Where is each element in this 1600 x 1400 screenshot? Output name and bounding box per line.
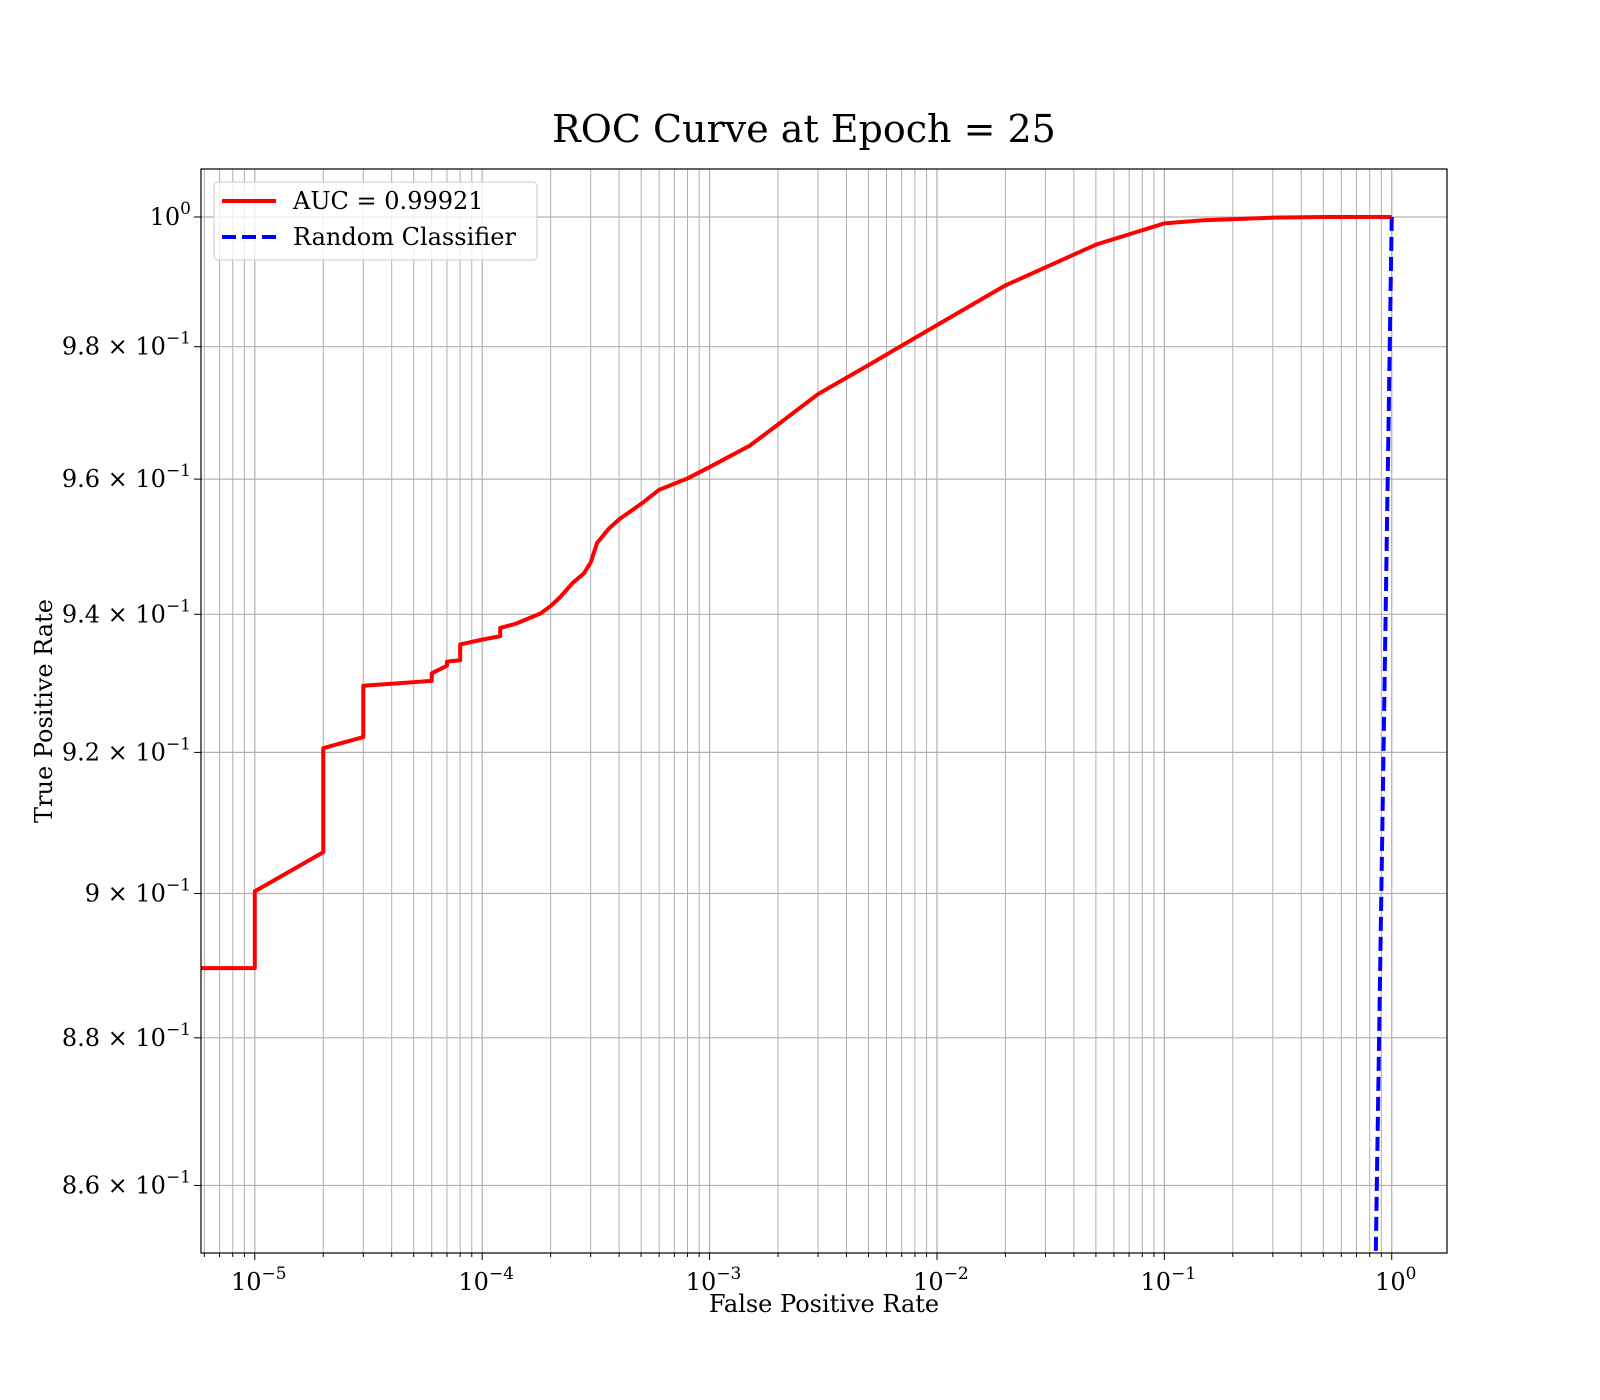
x-tick-label: 10−2 [913,1264,969,1296]
tick-layer: 10−5 10−4 10−3 10−2 10−1 100 8.6 × 10−1 8.8 × 1… [62,199,1417,1296]
legend-box [213,181,538,261]
plot-frame [200,168,1448,1254]
y-tick-label: 8.8 × 10−1 [62,1020,191,1052]
y-tick-label: 9 × 10−1 [85,876,191,908]
chart-title: ROC Curve at Epoch = 25 [552,107,1056,151]
grid-layer [201,169,1447,1253]
series-layer [201,214,1394,1253]
legend: AUC = 0.99921 Random Classifier [213,181,538,261]
y-tick-label: 9.8 × 10−1 [62,329,191,361]
x-axis-label: False Positive Rate [709,1290,939,1318]
x-tick-label: 10−1 [1141,1264,1197,1296]
y-tick-label: 9.6 × 10−1 [62,461,191,493]
x-tick-label: 10−4 [458,1264,514,1296]
y-tick-label: 9.2 × 10−1 [62,734,191,766]
legend-label-auc: AUC = 0.99921 [292,187,484,215]
legend-label-random-classifier: Random Classifier [293,223,516,251]
x-tick-label: 100 [1375,1264,1416,1296]
y-tick-label: 8.6 × 10−1 [62,1167,191,1199]
y-tick-label: 9.4 × 10−1 [62,596,191,628]
random-classifier-line [1373,216,1394,1253]
x-tick-label: 10−5 [231,1264,287,1296]
y-tick-label: 100 [150,199,191,231]
roc-curve-line [201,214,1392,971]
y-axis-label: True Positive Rate [30,599,58,823]
x-tick-label: 10−3 [686,1264,742,1296]
